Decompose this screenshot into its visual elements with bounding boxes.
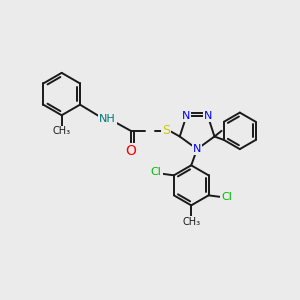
Text: CH₃: CH₃: [182, 217, 200, 227]
Text: O: O: [125, 145, 136, 158]
Text: N: N: [182, 111, 190, 121]
Text: Cl: Cl: [151, 167, 162, 177]
Text: Cl: Cl: [221, 192, 232, 202]
Text: N: N: [204, 111, 212, 121]
Text: S: S: [162, 124, 170, 137]
Text: N: N: [193, 144, 201, 154]
Text: CH₃: CH₃: [52, 126, 71, 136]
Text: NH: NH: [99, 114, 116, 124]
